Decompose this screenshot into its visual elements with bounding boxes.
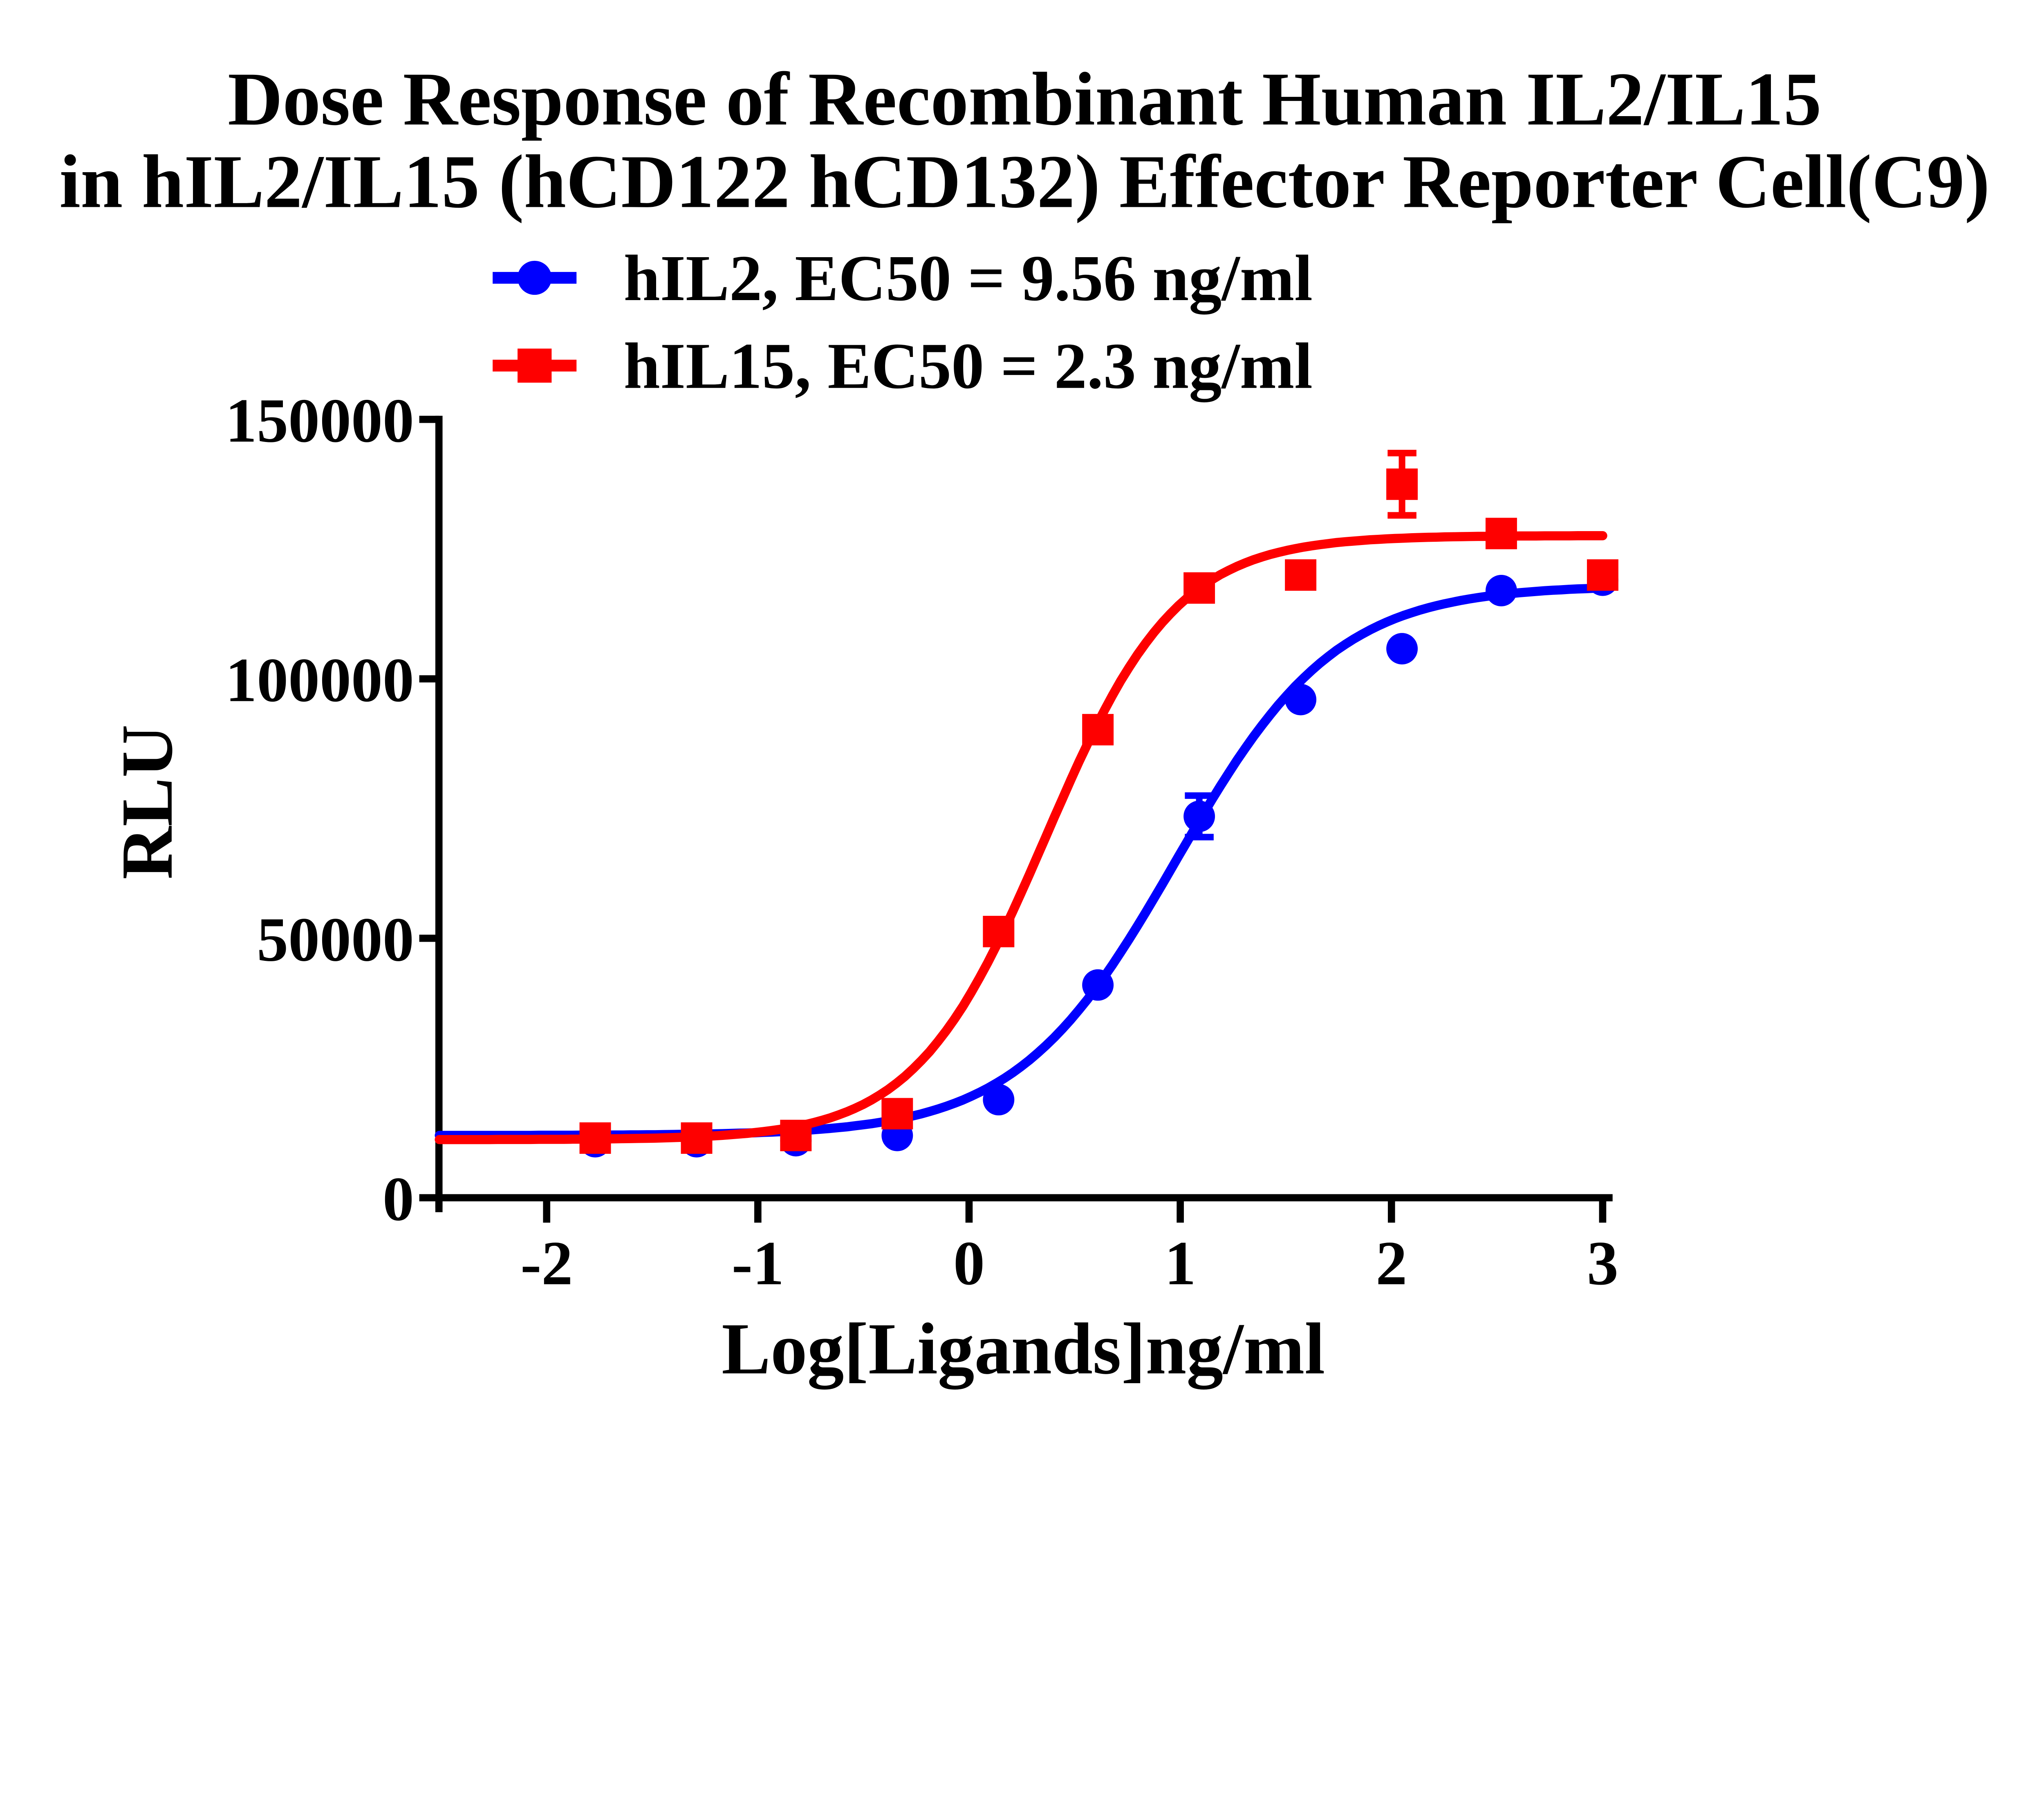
x-axis-title: Log[Ligands]ng/ml (722, 1308, 1325, 1390)
data-point-hIL15 (1485, 518, 1517, 550)
x-tick-label: 3 (1587, 1229, 1618, 1298)
legend-item-hIL2: hIL2, EC50 = 9.56 ng/ml (493, 242, 1313, 315)
legend-label-hIL15: hIL15, EC50 = 2.3 ng/ml (624, 330, 1313, 403)
series-container (435, 450, 1618, 1157)
legend-label-hIL2: hIL2, EC50 = 9.56 ng/ml (624, 242, 1313, 315)
y-tick-label: 150000 (225, 386, 414, 455)
data-point-hIL15 (1285, 559, 1317, 591)
data-point-hIL15 (1183, 572, 1215, 604)
y-tick-label: 0 (383, 1164, 414, 1234)
x-axis: -2 -1 0 1 2 3 (435, 1194, 1618, 1298)
y-tick-label: 50000 (257, 905, 414, 974)
data-point-hIL15 (1587, 559, 1618, 591)
data-point-hIL15 (1386, 468, 1418, 500)
y-axis-title: RLU (106, 725, 188, 879)
x-tick-label: 2 (1376, 1229, 1407, 1298)
x-tick-label: -2 (520, 1229, 573, 1298)
x-tick-label: 1 (1165, 1229, 1196, 1298)
chart-title-line2: in hIL2/IL15 (hCD122 hCD132) Effector Re… (59, 139, 1990, 224)
series-hIL15 (435, 450, 1618, 1154)
chart-background (0, 0, 2044, 1449)
data-point-hIL2 (1285, 684, 1317, 716)
legend-marker-square-icon (518, 348, 552, 383)
data-point-hIL15 (983, 915, 1015, 947)
data-point-hIL2 (1183, 801, 1215, 832)
plot-area: 0 50000 100000 150000 -2 -1 0 1 2 3 (225, 386, 1618, 1298)
data-point-hIL2 (1386, 633, 1418, 665)
y-axis: 0 50000 100000 150000 (225, 386, 443, 1234)
x-tick-label: 0 (953, 1229, 985, 1298)
y-tick-label: 100000 (225, 646, 414, 715)
data-point-hIL2 (1485, 575, 1517, 606)
data-point-hIL2 (983, 1084, 1015, 1116)
data-point-hIL2 (1082, 969, 1114, 1001)
chart-title-line1: Dose Response of Recombinant Human IL2/I… (228, 57, 1822, 141)
dose-response-chart: Dose Response of Recombinant Human IL2/I… (0, 0, 2044, 1449)
data-point-hIL15 (780, 1119, 812, 1151)
legend-item-hIL15: hIL15, EC50 = 2.3 ng/ml (493, 330, 1313, 403)
legend: hIL2, EC50 = 9.56 ng/ml hIL15, EC50 = 2.3… (493, 242, 1313, 403)
data-point-hIL15 (881, 1098, 913, 1130)
data-point-hIL15 (681, 1122, 713, 1154)
data-point-hIL15 (579, 1122, 611, 1154)
data-point-hIL15 (1082, 714, 1114, 746)
legend-marker-circle-icon (518, 260, 552, 295)
fit-curve-hIL15 (435, 531, 1607, 1144)
x-tick-label: -1 (732, 1229, 784, 1298)
